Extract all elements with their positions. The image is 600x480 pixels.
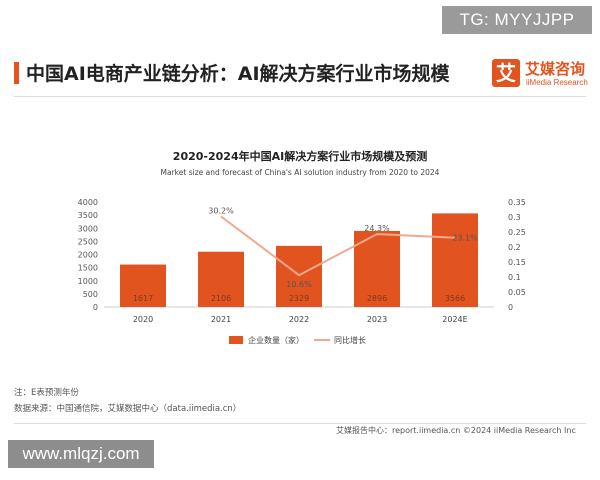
- watermark-top: TG: MYYJJPP: [442, 6, 592, 34]
- watermark-bottom: www.mlqzj.com: [8, 440, 154, 468]
- x-tick-label: 2022: [289, 315, 309, 324]
- x-tick-label: 2024E: [442, 315, 467, 324]
- bar-value-label: 2896: [367, 294, 387, 303]
- bar-value-label: 1617: [133, 294, 153, 303]
- bar: [432, 213, 478, 307]
- bar: [354, 230, 400, 307]
- legend-swatch-bar: [229, 336, 243, 344]
- y-left-tick-label: 500: [83, 290, 98, 299]
- y-left-tick-label: 2000: [78, 251, 98, 260]
- iimedia-logo-icon: 艾: [492, 59, 520, 87]
- bar-value-label: 3566: [445, 294, 465, 303]
- page-title: 中国AI电商产业链分析：AI解决方案行业市场规模: [26, 63, 450, 85]
- y-right-tick-label: 0.15: [508, 258, 526, 267]
- growth-value-label: 24.3%: [364, 224, 390, 233]
- title-accent-bar: [14, 62, 19, 84]
- growth-value-label: 10.6%: [286, 280, 312, 289]
- x-tick-label: 2023: [367, 315, 387, 324]
- chart-subtitle: Market size and forecast of China's AI s…: [161, 168, 440, 177]
- y-right-tick-label: 0.35: [508, 198, 526, 207]
- y-right-tick-label: 0.1: [508, 273, 521, 282]
- footnote-note: 注：E表预测年份: [14, 388, 79, 398]
- y-right-tick-label: 0.3: [508, 213, 521, 222]
- header-divider: [14, 96, 586, 97]
- logo-name-cn: 艾媒咨询: [525, 60, 586, 78]
- logo-name-en: iiMedia Research: [526, 78, 588, 87]
- y-left-tick-label: 3000: [78, 224, 98, 233]
- bar: [120, 264, 166, 307]
- x-tick-label: 2020: [133, 315, 153, 324]
- bar-value-label: 2106: [211, 294, 231, 303]
- legend-label-line: 同比增长: [334, 335, 366, 345]
- y-left-tick-label: 2500: [78, 237, 98, 246]
- bar: [198, 251, 244, 307]
- x-tick-label: 2021: [211, 315, 231, 324]
- y-left-tick-label: 4000: [78, 198, 98, 207]
- y-right-tick-label: 0: [508, 303, 513, 312]
- y-left-tick-label: 1500: [78, 264, 98, 273]
- y-right-tick-label: 0.05: [508, 288, 526, 297]
- bar: [276, 245, 322, 307]
- y-left-tick-label: 0: [93, 303, 98, 312]
- legend-label-bar: 企业数量（家）: [248, 335, 304, 345]
- y-left-tick-label: 1000: [78, 277, 98, 286]
- y-left-tick-label: 3500: [78, 211, 98, 220]
- footer-divider: [14, 423, 586, 424]
- y-right-tick-label: 0.25: [508, 228, 526, 237]
- y-right-tick-label: 0.2: [508, 243, 521, 252]
- footnote-source: 数据来源：中国通信院，艾媒数据中心（data.iimedia.cn）: [14, 404, 242, 414]
- growth-value-label: 23.1%: [452, 234, 478, 243]
- chart-title: 2020-2024年中国AI解决方案行业市场规模及预测: [173, 149, 427, 163]
- growth-line: [220, 215, 456, 277]
- growth-value-label: 30.2%: [208, 206, 234, 215]
- bar-value-label: 2329: [289, 294, 309, 303]
- footer-text: 艾媒报告中心：report.iimedia.cn ©2024 iiMedia R…: [336, 426, 576, 435]
